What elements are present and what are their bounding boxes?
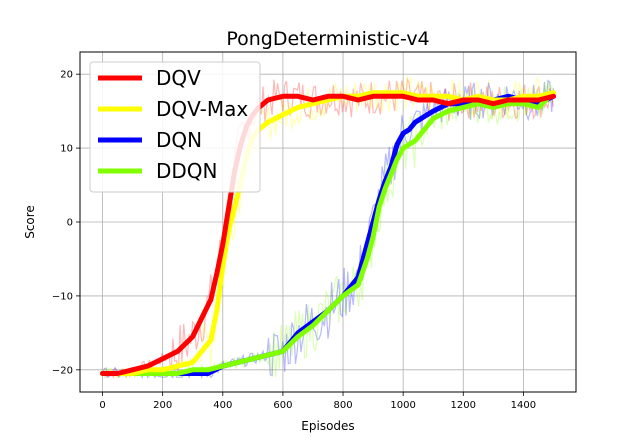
y-tick-label: −20	[52, 365, 73, 376]
legend-entry: DDQN	[156, 159, 218, 183]
y-tick-label: 0	[67, 218, 73, 229]
legend-box	[89, 61, 261, 193]
x-tick-label: 200	[153, 400, 172, 411]
legend-entry: DQV	[156, 66, 201, 90]
x-ticks: 0 200 400 600 800 1000 1200 1400	[99, 392, 536, 411]
series-line-dqv	[100, 93, 556, 376]
x-axis-label: Episodes	[301, 419, 354, 433]
series-line-dqn	[100, 93, 556, 376]
x-tick-label: 1000	[390, 400, 415, 411]
raw-trace-dqn	[101, 79, 555, 380]
chart-title: PongDeterministic-v4	[226, 28, 429, 50]
y-tick-label: 20	[60, 70, 73, 81]
y-ticks: −20 −10 0 10 20	[52, 70, 80, 376]
legend: DQV DQV-Max DQN DDQN	[89, 61, 261, 193]
legend-entry: DQN	[156, 128, 202, 152]
y-axis-label: Score	[23, 205, 37, 239]
series-line-ddqn	[100, 90, 556, 376]
x-tick-label: 400	[213, 400, 232, 411]
x-tick-label: 1200	[451, 400, 476, 411]
y-tick-label: 10	[60, 144, 73, 155]
raw-trace-dqv-max	[101, 75, 555, 379]
y-tick-label: −10	[52, 291, 73, 302]
legend-items: DQV DQV-Max DQN DDQN	[98, 66, 248, 183]
x-tick-label: 0	[99, 400, 105, 411]
x-tick-label: 600	[273, 400, 292, 411]
x-tick-label: 1400	[511, 400, 536, 411]
series-layer	[100, 90, 556, 376]
x-tick-label: 800	[333, 400, 352, 411]
legend-entry: DQV-Max	[156, 97, 248, 121]
